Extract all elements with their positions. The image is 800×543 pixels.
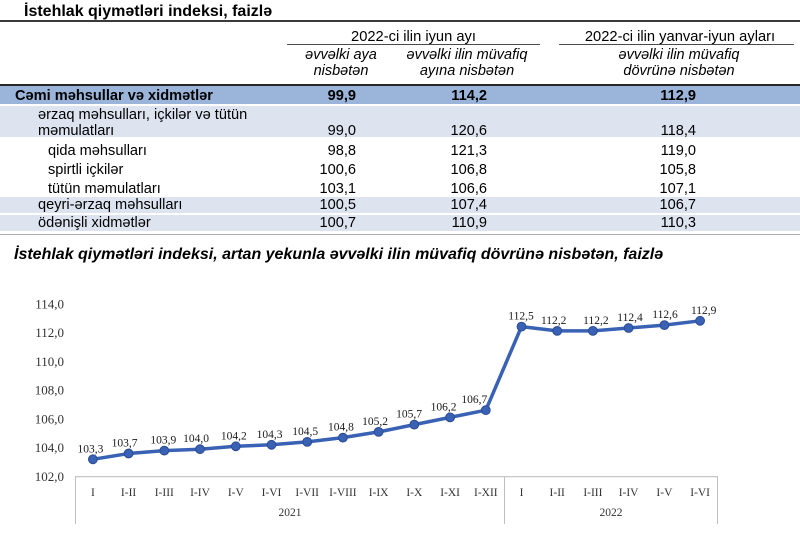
svg-text:I-X: I-X xyxy=(406,487,423,499)
svg-text:104,5: 104,5 xyxy=(292,426,318,438)
svg-text:112,2: 112,2 xyxy=(541,315,567,327)
svg-text:106,0: 106,0 xyxy=(35,411,64,426)
svg-text:I: I xyxy=(520,487,524,499)
svg-text:104,0: 104,0 xyxy=(183,433,209,445)
svg-text:I-VI: I-VI xyxy=(262,487,282,499)
svg-text:110,0: 110,0 xyxy=(35,354,64,369)
svg-text:I-XI: I-XI xyxy=(440,487,460,499)
svg-text:I-V: I-V xyxy=(656,487,673,499)
svg-text:I-III: I-III xyxy=(155,487,174,499)
svg-text:112,9: 112,9 xyxy=(691,305,717,317)
svg-text:I-III: I-III xyxy=(583,487,602,499)
svg-text:104,0: 104,0 xyxy=(35,440,64,455)
svg-text:2022: 2022 xyxy=(600,507,623,519)
svg-text:I-VII: I-VII xyxy=(295,487,319,499)
svg-text:I-II: I-II xyxy=(121,487,136,499)
svg-text:112,0: 112,0 xyxy=(35,325,64,340)
svg-text:112,5: 112,5 xyxy=(508,311,534,323)
svg-text:103,9: 103,9 xyxy=(150,435,176,447)
svg-text:I-IX: I-IX xyxy=(369,487,389,499)
svg-text:106,7: 106,7 xyxy=(461,394,487,406)
svg-text:105,7: 105,7 xyxy=(396,409,422,421)
svg-text:112,6: 112,6 xyxy=(652,309,678,321)
svg-text:103,7: 103,7 xyxy=(112,438,138,450)
svg-text:112,2: 112,2 xyxy=(583,315,609,327)
svg-text:103,3: 103,3 xyxy=(77,443,103,455)
svg-text:I-XII: I-XII xyxy=(474,487,498,499)
svg-text:I: I xyxy=(91,487,95,499)
svg-text:106,2: 106,2 xyxy=(431,401,457,413)
svg-text:105,2: 105,2 xyxy=(362,416,388,428)
svg-text:104,8: 104,8 xyxy=(328,422,354,434)
svg-text:104,2: 104,2 xyxy=(221,430,247,442)
svg-text:I-IV: I-IV xyxy=(190,487,210,499)
svg-text:2021: 2021 xyxy=(279,507,302,519)
svg-text:104,3: 104,3 xyxy=(257,429,283,441)
svg-text:112,4: 112,4 xyxy=(617,312,643,324)
svg-text:I-V: I-V xyxy=(228,487,245,499)
svg-text:I-VI: I-VI xyxy=(690,487,710,499)
svg-text:114,0: 114,0 xyxy=(35,296,64,311)
svg-text:102,0: 102,0 xyxy=(35,469,64,484)
svg-text:108,0: 108,0 xyxy=(35,383,64,398)
svg-text:I-II: I-II xyxy=(550,487,565,499)
svg-text:I-VIII: I-VIII xyxy=(329,487,357,499)
svg-text:I-IV: I-IV xyxy=(619,487,639,499)
